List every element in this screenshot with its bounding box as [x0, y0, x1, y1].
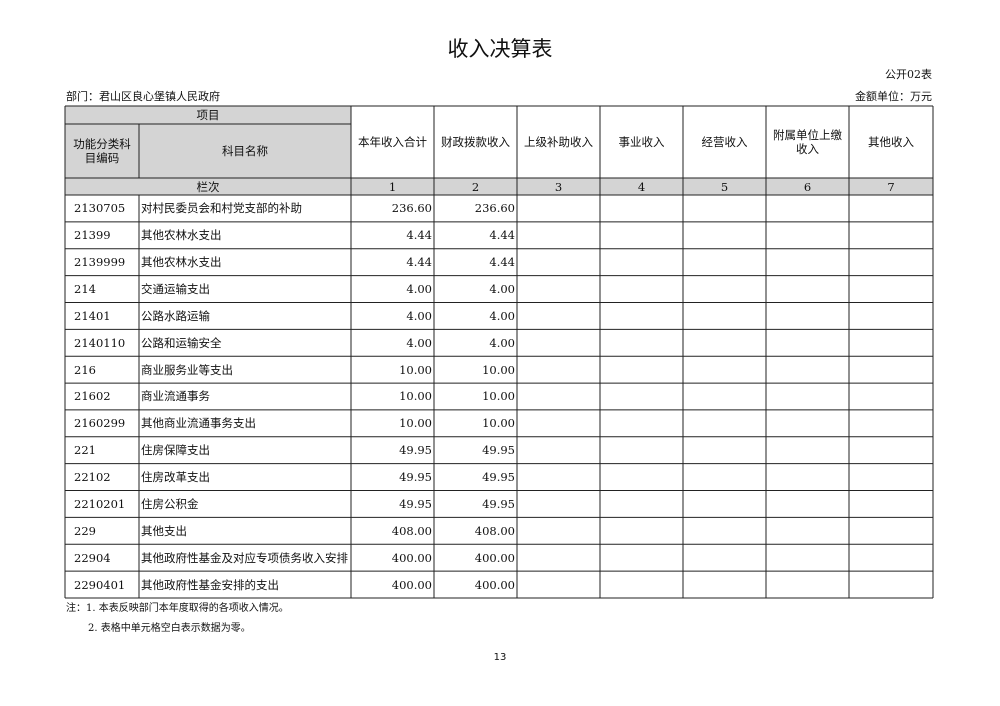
row-value: 400.00 — [391, 550, 432, 565]
note: 2. 表格中单元格空白表示数据为零。 — [88, 623, 251, 634]
column-number: 6 — [803, 179, 812, 194]
row-code: 22102 — [74, 470, 111, 485]
row-name: 其他政府性基金及对应专项债务收入安排 — [141, 550, 348, 565]
row-value: 408.00 — [474, 523, 515, 538]
row-code: 21602 — [74, 389, 111, 404]
row-code: 2140110 — [74, 335, 126, 350]
header-shade — [65, 106, 351, 178]
row-name: 商业流通事务 — [141, 389, 210, 404]
column-header: 财政拨款收入 — [441, 135, 510, 149]
column-header: 经营收入 — [701, 135, 748, 149]
row-value: 49.95 — [399, 470, 432, 485]
row-code: 216 — [74, 362, 96, 377]
row-name: 其他农林水支出 — [141, 255, 222, 270]
unit: 金额单位：万元 — [855, 90, 932, 103]
row-value: 400.00 — [474, 550, 515, 565]
row-value: 4.00 — [489, 282, 515, 297]
row-code: 21401 — [74, 308, 111, 323]
row-value: 49.95 — [399, 443, 432, 458]
column-header: 上级补助收入 — [524, 135, 593, 149]
row-value: 10.00 — [399, 389, 432, 404]
row-code: 22904 — [74, 550, 111, 565]
row-code: 2130705 — [74, 201, 126, 216]
row-value: 4.00 — [406, 335, 432, 350]
code-header: 功能分类科目编码 — [73, 137, 131, 165]
row-value: 400.00 — [391, 577, 432, 592]
row-code: 21399 — [74, 228, 111, 243]
row-value: 10.00 — [399, 416, 432, 431]
row-value: 49.95 — [399, 496, 432, 511]
row-value: 236.60 — [474, 201, 515, 216]
row-name: 其他农林水支出 — [141, 228, 222, 243]
row-value: 49.95 — [482, 496, 515, 511]
row-value: 10.00 — [482, 362, 515, 377]
row-value: 4.44 — [489, 255, 515, 270]
header-shade — [65, 178, 933, 195]
row-value: 4.00 — [489, 335, 515, 350]
row-value: 49.95 — [482, 443, 515, 458]
row-value: 10.00 — [399, 362, 432, 377]
column-header: 事业收入 — [618, 135, 665, 149]
column-header: 附属单位上缴收入 — [773, 128, 842, 156]
row-name: 对村民委员会和村党支部的补助 — [141, 201, 302, 216]
row-name: 住房改革支出 — [141, 470, 210, 485]
row-value: 4.00 — [406, 308, 432, 323]
row-code: 2290401 — [74, 577, 126, 592]
row-value: 4.44 — [489, 228, 515, 243]
row-name: 住房公积金 — [141, 496, 199, 511]
row-name: 住房保障支出 — [141, 443, 210, 458]
row-value: 400.00 — [474, 577, 515, 592]
row-code: 2139999 — [74, 255, 126, 270]
row-name: 公路和运输安全 — [141, 335, 222, 350]
row-value: 10.00 — [482, 389, 515, 404]
row-code: 2210201 — [74, 496, 126, 511]
row-name: 其他商业流通事务支出 — [141, 416, 256, 431]
row-value: 49.95 — [482, 470, 515, 485]
column-header: 其他收入 — [868, 135, 914, 149]
row-name: 其他支出 — [141, 523, 187, 538]
note: 注：1. 本表反映部门本年度取得的各项收入情况。 — [66, 603, 289, 614]
row-name: 其他政府性基金安排的支出 — [141, 577, 279, 592]
row-code: 229 — [74, 523, 96, 538]
column-number: 3 — [554, 179, 563, 194]
row-code: 2160299 — [74, 416, 126, 431]
column-number: 2 — [471, 179, 480, 194]
column-number: 5 — [720, 179, 729, 194]
row-value: 408.00 — [391, 523, 432, 538]
row-value: 4.00 — [406, 282, 432, 297]
row-value: 4.44 — [406, 255, 432, 270]
row-name: 公路水路运输 — [141, 308, 210, 323]
column-number: 1 — [388, 179, 397, 194]
name-header: 科目名称 — [222, 144, 268, 158]
title: 收入决算表 — [447, 37, 553, 61]
form-no: 公开02表 — [885, 68, 932, 81]
row-value: 236.60 — [391, 201, 432, 216]
department: 部门：君山区良心堡镇人民政府 — [66, 90, 220, 103]
row-value: 4.00 — [489, 308, 515, 323]
row-name: 商业服务业等支出 — [141, 362, 233, 377]
row-name: 交通运输支出 — [141, 282, 210, 297]
item-header: 项目 — [196, 108, 220, 122]
column-number: 7 — [887, 179, 895, 194]
column-header: 本年收入合计 — [358, 135, 427, 149]
row-no-label: 栏次 — [196, 179, 220, 194]
page-number: 13 — [493, 652, 507, 663]
row-value: 4.44 — [406, 228, 432, 243]
column-number: 4 — [637, 179, 646, 194]
row-code: 221 — [74, 443, 96, 458]
row-code: 214 — [74, 282, 96, 297]
row-value: 10.00 — [482, 416, 515, 431]
